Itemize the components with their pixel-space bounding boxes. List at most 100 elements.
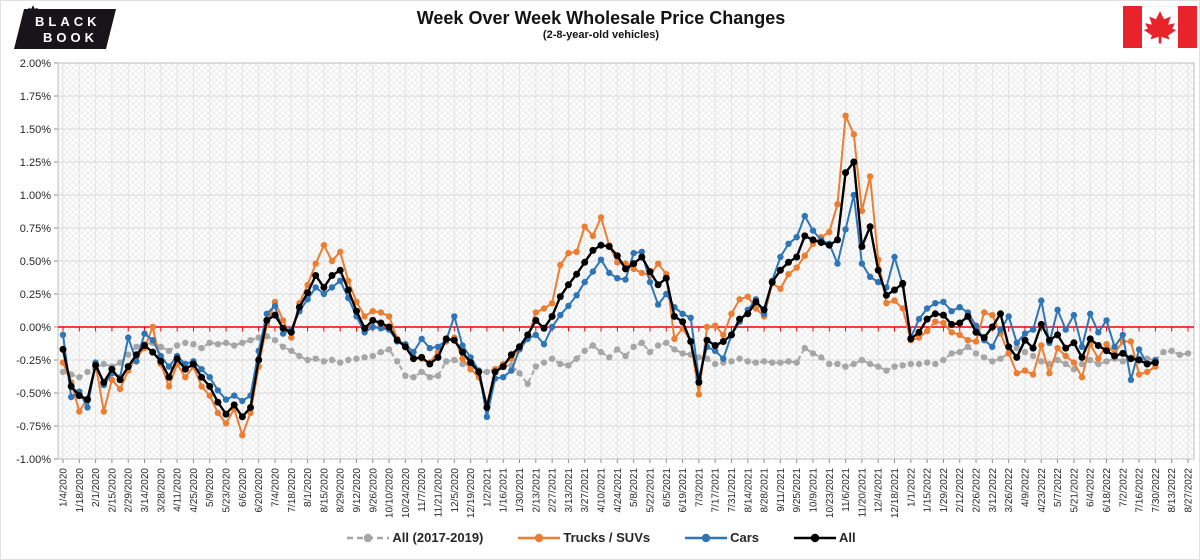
chart-canvas: 1/4/2020 1/18/2020 2/1/2020 2/15/2020 2/29/2…: [16, 58, 1195, 518]
svg-text:2.00%: 2.00%: [20, 58, 51, 70]
legend-label-all-2017-2019: All (2017-2019): [392, 530, 484, 545]
svg-text:8/28/2021: 8/28/2021: [760, 468, 771, 513]
x-tick-labels: 1/4/2020 1/18/2020 2/1/2020 2/15/2020 2/29/2…: [59, 468, 1195, 518]
svg-text:9/12/2020: 9/12/2020: [352, 468, 363, 513]
svg-text:8/13/2022: 8/13/2022: [1167, 468, 1178, 513]
legend-swatch-trucks-suvs: [518, 533, 561, 542]
svg-text:12/18/2021: 12/18/2021: [890, 468, 901, 518]
svg-text:11/20/2021: 11/20/2021: [857, 468, 868, 518]
svg-text:7/16/2022: 7/16/2022: [1135, 468, 1146, 513]
svg-text:1/29/2022: 1/29/2022: [939, 468, 950, 513]
svg-text:6/5/2021: 6/5/2021: [662, 468, 673, 507]
svg-text:1.50%: 1.50%: [20, 124, 51, 136]
svg-text:5/23/2020: 5/23/2020: [222, 468, 233, 513]
svg-text:5/21/2022: 5/21/2022: [1069, 468, 1080, 513]
svg-text:3/27/2021: 3/27/2021: [580, 468, 591, 513]
svg-text:0.75%: 0.75%: [20, 223, 51, 235]
y-tick-labels: 2.00% 1.75% 1.50% 1.25% 1.00% 0.75% 0.50% 0.25%…: [16, 58, 51, 466]
svg-text:1/16/2021: 1/16/2021: [499, 468, 510, 513]
svg-text:2/29/2020: 2/29/2020: [124, 468, 135, 513]
legend-swatch-all-2017-2019: [347, 533, 390, 542]
svg-text:9/25/2021: 9/25/2021: [792, 468, 803, 513]
legend-label-all: All: [839, 530, 856, 545]
svg-text:3/26/2022: 3/26/2022: [1004, 468, 1015, 513]
svg-text:8/15/2020: 8/15/2020: [319, 468, 330, 513]
svg-text:12/19/2020: 12/19/2020: [466, 468, 477, 518]
svg-text:6/20/2020: 6/20/2020: [254, 468, 265, 513]
svg-text:7/2/2022: 7/2/2022: [1118, 468, 1129, 507]
legend-label-trucks-suvs: Trucks / SUVs: [563, 530, 651, 545]
svg-text:6/19/2021: 6/19/2021: [678, 468, 689, 513]
svg-text:2/13/2021: 2/13/2021: [531, 468, 542, 513]
svg-text:2/26/2022: 2/26/2022: [972, 468, 983, 513]
svg-text:11/21/2020: 11/21/2020: [434, 468, 445, 518]
svg-text:2/15/2020: 2/15/2020: [107, 468, 118, 513]
chart-subtitle: (2-8-year-old vehicles): [542, 29, 660, 41]
svg-text:2/1/2020: 2/1/2020: [91, 468, 102, 507]
svg-text:-0.50%: -0.50%: [16, 388, 51, 400]
svg-text:1/15/2022: 1/15/2022: [923, 468, 934, 513]
svg-text:3/28/2020: 3/28/2020: [156, 468, 167, 513]
svg-text:10/10/2020: 10/10/2020: [385, 468, 396, 518]
svg-text:0.25%: 0.25%: [20, 289, 51, 301]
plot-border: [57, 62, 1195, 460]
svg-text:7/3/2021: 7/3/2021: [694, 468, 705, 507]
chart-header: BLACK BOOK Week Over Week Wholesale Pric…: [1, 1, 1199, 56]
series-all-2017-2019: [59, 333, 1192, 387]
svg-text:7/17/2021: 7/17/2021: [711, 468, 722, 513]
svg-text:2/27/2021: 2/27/2021: [548, 468, 559, 513]
svg-text:0.50%: 0.50%: [20, 256, 51, 268]
svg-text:8/27/2022: 8/27/2022: [1184, 468, 1195, 513]
svg-text:11/7/2020: 11/7/2020: [417, 468, 428, 512]
svg-text:2/12/2022: 2/12/2022: [955, 468, 966, 513]
logo-word-black: BLACK: [35, 14, 101, 29]
svg-text:4/11/2020: 4/11/2020: [173, 468, 184, 512]
svg-text:5/7/2022: 5/7/2022: [1053, 468, 1064, 507]
svg-text:5/9/2020: 5/9/2020: [205, 468, 216, 507]
legend-label-cars: Cars: [730, 530, 760, 545]
svg-text:6/18/2022: 6/18/2022: [1102, 468, 1113, 513]
logo-word-book: BOOK: [43, 30, 98, 45]
legend-swatch-all: [794, 533, 837, 542]
title-block: Week Over Week Wholesale Price Changes (…: [1, 7, 1199, 42]
chart-title: Week Over Week Wholesale Price Changes: [416, 8, 786, 28]
svg-text:10/23/2021: 10/23/2021: [825, 468, 836, 518]
svg-text:12/5/2020: 12/5/2020: [450, 468, 461, 513]
svg-text:9/11/2021: 9/11/2021: [776, 468, 787, 512]
svg-text:1.00%: 1.00%: [20, 190, 51, 202]
legend-item-cars: Cars: [684, 530, 759, 545]
svg-text:1/18/2020: 1/18/2020: [75, 468, 86, 513]
black-book-logo: BLACK BOOK: [9, 5, 117, 49]
svg-text:7/31/2021: 7/31/2021: [727, 468, 738, 513]
svg-text:3/12/2022: 3/12/2022: [988, 468, 999, 513]
svg-text:1/1/2022: 1/1/2022: [906, 468, 917, 507]
svg-text:7/30/2022: 7/30/2022: [1151, 468, 1162, 513]
svg-text:3/13/2021: 3/13/2021: [564, 468, 575, 513]
svg-text:1/30/2021: 1/30/2021: [515, 468, 526, 513]
legend-item-all-2017-2019: All (2017-2019): [346, 530, 483, 545]
svg-text:6/4/2022: 6/4/2022: [1086, 468, 1097, 507]
svg-text:4/24/2021: 4/24/2021: [613, 468, 624, 513]
canada-flag-icon: [1123, 6, 1197, 48]
svg-text:-0.75%: -0.75%: [16, 421, 51, 433]
svg-text:5/8/2021: 5/8/2021: [629, 468, 640, 507]
legend-swatch-cars: [685, 533, 728, 542]
svg-text:-0.25%: -0.25%: [16, 355, 51, 367]
svg-text:4/25/2020: 4/25/2020: [189, 468, 200, 513]
svg-text:1/2/2021: 1/2/2021: [482, 468, 493, 507]
svg-text:-1.00%: -1.00%: [16, 454, 51, 466]
svg-text:6/6/2020: 6/6/2020: [238, 468, 249, 507]
svg-text:8/29/2020: 8/29/2020: [336, 468, 347, 513]
svg-text:0.00%: 0.00%: [20, 322, 51, 334]
svg-text:4/23/2022: 4/23/2022: [1037, 468, 1048, 513]
chart-legend: All (2017-2019) Trucks / SUVs Cars All: [1, 530, 1199, 545]
svg-text:3/14/2020: 3/14/2020: [140, 468, 151, 513]
svg-text:7/18/2020: 7/18/2020: [287, 468, 298, 513]
legend-item-trucks-suvs: Trucks / SUVs: [517, 530, 650, 545]
svg-text:10/9/2021: 10/9/2021: [809, 468, 820, 513]
svg-text:8/14/2021: 8/14/2021: [743, 468, 754, 513]
svg-text:11/6/2021: 11/6/2021: [841, 468, 852, 512]
svg-text:12/4/2021: 12/4/2021: [874, 468, 885, 513]
svg-text:8/1/2020: 8/1/2020: [303, 468, 314, 507]
